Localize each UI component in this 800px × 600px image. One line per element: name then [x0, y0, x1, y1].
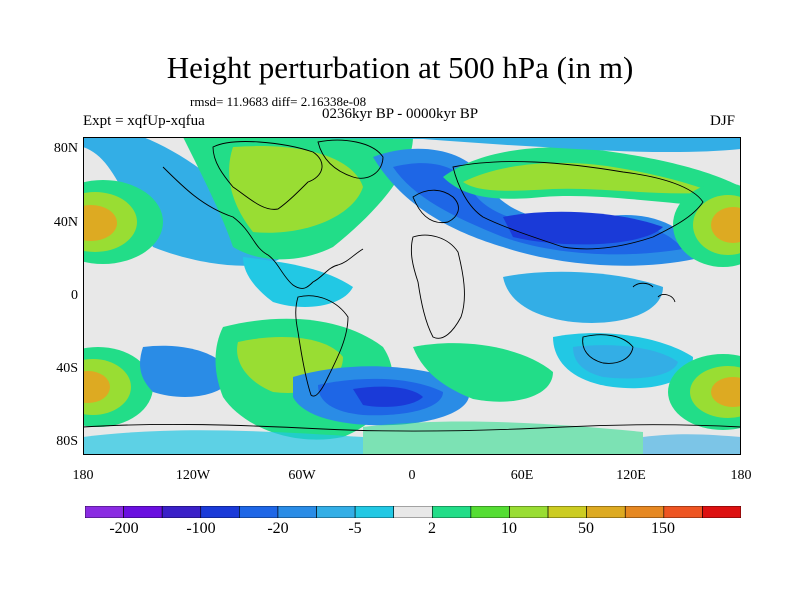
map-frame [83, 137, 741, 455]
colorbar-label-10: 10 [501, 520, 517, 537]
lat-tick-80n: 80N [53, 141, 78, 156]
colorbar-label-neg200: -200 [109, 520, 139, 537]
colorbar-swatch [277, 506, 317, 518]
colorbar-swatch [316, 506, 356, 518]
colorbar-label-neg5: -5 [348, 520, 362, 537]
colorbar-swatch [702, 506, 741, 518]
lat-tick-40n: 40N [53, 215, 78, 230]
period-text: 0236kyr BP - 0000kyr BP [322, 106, 479, 122]
lat-tick-40s: 40S [56, 361, 78, 376]
colorbar-swatch [663, 506, 703, 518]
colorbar-label-150: 150 [651, 520, 675, 537]
colorbar-swatch [161, 506, 202, 518]
colorbar-swatch [200, 506, 240, 518]
experiment-label: Expt = xqfUp-xqfua [83, 113, 205, 129]
colorbar-swatch [586, 506, 626, 518]
season-label: DJF [710, 113, 736, 129]
lon-tick-60w: 60W [288, 468, 316, 483]
lon-tick-180e: 180 [730, 468, 752, 483]
contour-map [83, 137, 741, 455]
contours-north [83, 137, 741, 323]
colorbar-swatch [547, 506, 587, 518]
lon-tick-120e: 120E [616, 468, 646, 483]
lat-tick-0: 0 [71, 288, 78, 303]
colorbar-swatch [470, 506, 510, 518]
lon-tick-180w: 180 [72, 468, 94, 483]
colorbar-swatch [624, 506, 665, 518]
coastlines [83, 139, 741, 432]
colorbar-label-2: 2 [428, 520, 436, 537]
map-title: Height perturbation at 500 hPa (in m) [166, 50, 634, 85]
colorbar-swatch [393, 506, 433, 518]
colorbar-label-50: 50 [578, 520, 594, 537]
colorbar-label-neg100: -100 [186, 520, 216, 537]
colorbar-swatch [239, 506, 279, 518]
lon-tick-60e: 60E [510, 468, 534, 483]
stats-text: rmsd= 11.9683 diff= 2.16338e-08 [190, 94, 367, 109]
lon-tick-0: 0 [408, 468, 416, 483]
colorbar-swatch [431, 506, 472, 518]
colorbar-swatch [509, 506, 549, 518]
colorbar-swatch [85, 506, 124, 518]
colorbar-label-neg20: -20 [267, 520, 289, 537]
lon-tick-120w: 120W [175, 468, 211, 483]
colorbar-swatch [123, 506, 163, 518]
colorbar [85, 506, 741, 518]
lat-tick-80s: 80S [56, 434, 78, 449]
colorbar-swatch [354, 506, 395, 518]
